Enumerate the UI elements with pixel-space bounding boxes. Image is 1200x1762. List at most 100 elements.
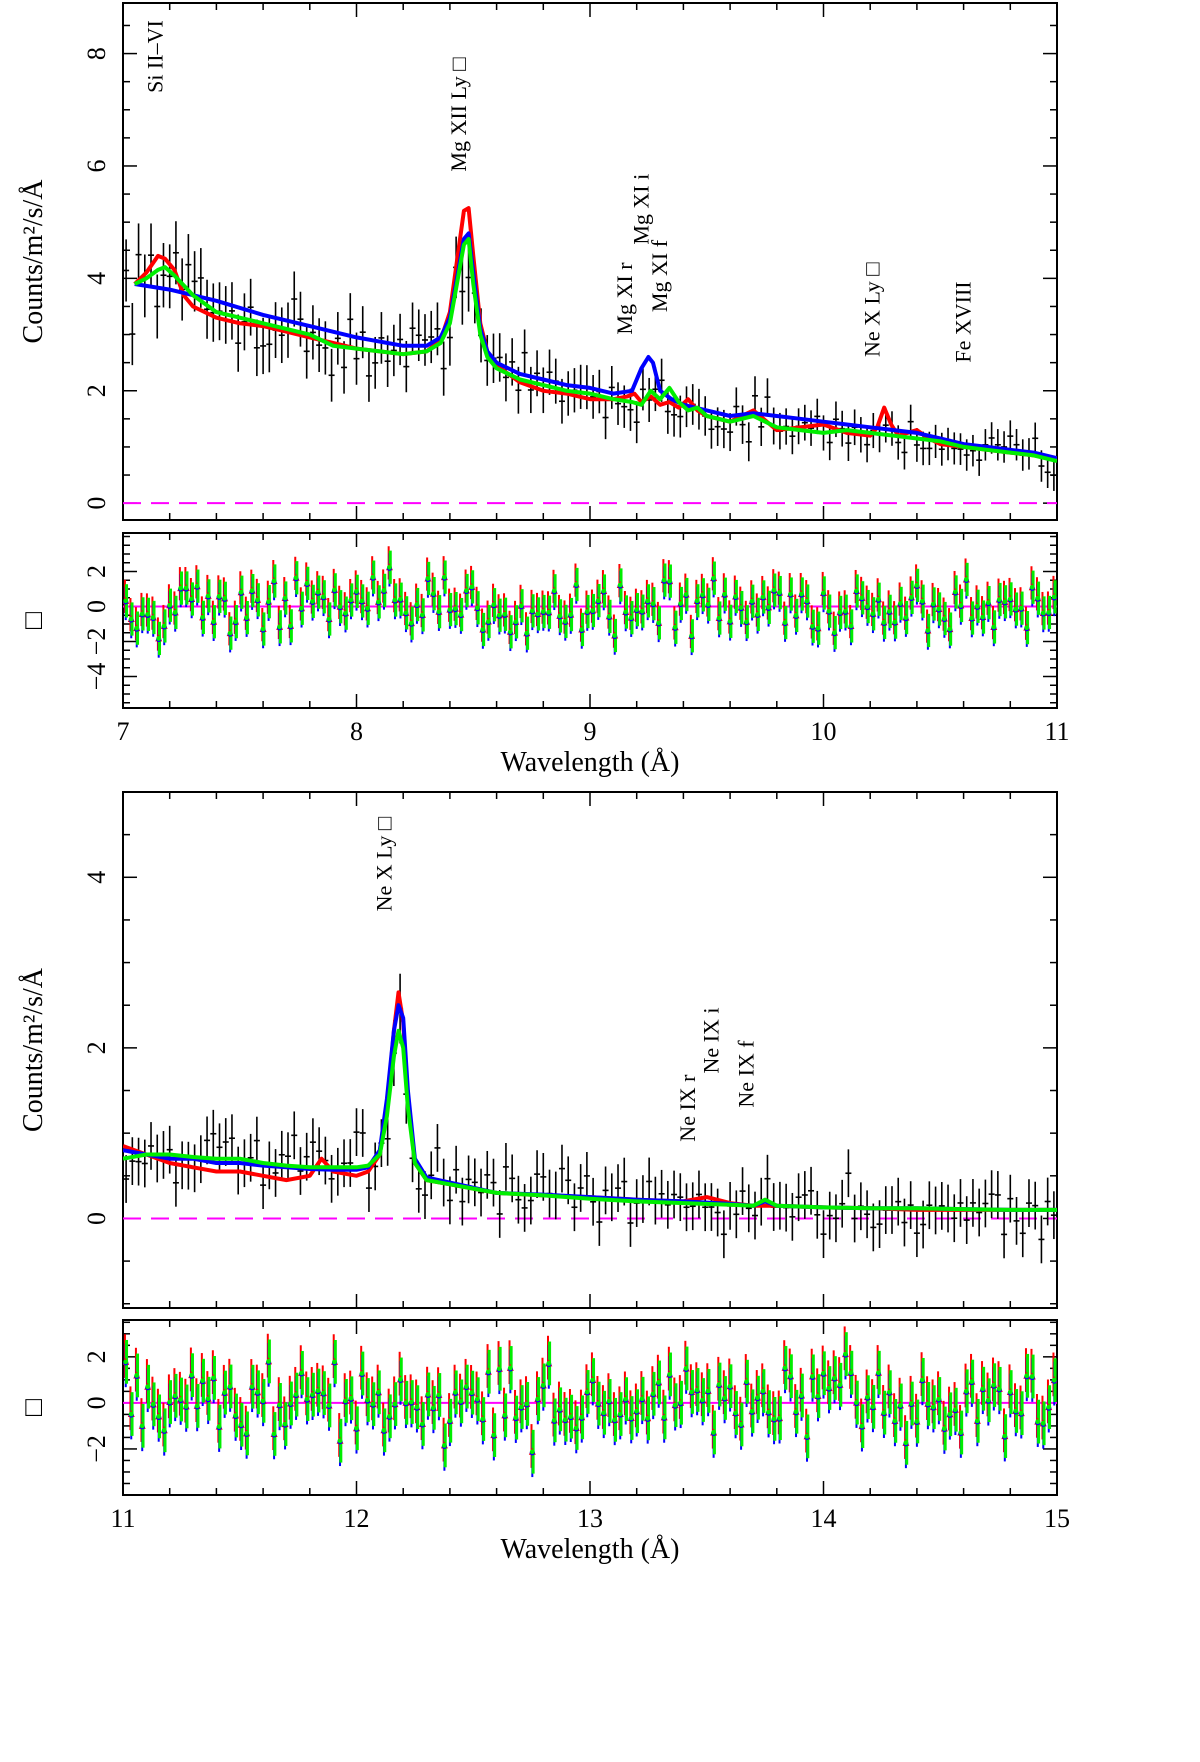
residual-marker-green [738, 1422, 744, 1427]
residual-marker-green [903, 1440, 909, 1446]
x-tick-label: 8 [350, 717, 363, 746]
residual-marker-green [843, 608, 848, 614]
residual-marker-green [321, 594, 326, 600]
residual-marker-green [156, 636, 162, 641]
residual-marker-green [771, 587, 777, 593]
residual-marker-green [744, 619, 749, 625]
y-tick-label: 0 [82, 600, 111, 613]
residual-marker-green [414, 602, 420, 607]
lower-spectrum-panel: 0 2 4 Counts/m²/s/Å Ne X Ly □ Ne IX rNe IX i N… [18, 791, 1058, 1309]
residual-marker-green [518, 603, 524, 609]
residual-marker-green [919, 1377, 925, 1383]
residual-marker-green [535, 1396, 541, 1402]
residual-marker-green [387, 564, 392, 570]
residual-marker-green [694, 598, 700, 604]
residual-marker-green [156, 1413, 162, 1419]
residual-marker-green [293, 1392, 299, 1397]
residual-marker-green [381, 588, 387, 593]
residual-marker-green [167, 1399, 173, 1405]
lower-residuals-plot-area [123, 1326, 1057, 1478]
residual-marker-green [919, 598, 925, 604]
residual-marker-green [277, 624, 282, 630]
residual-marker-green [205, 1396, 211, 1402]
residual-marker-green [755, 1395, 760, 1401]
residual-marker-green [200, 1378, 206, 1384]
residual-marker-green [194, 1403, 200, 1409]
residual-marker-green [843, 1351, 848, 1357]
residual-marker-green [431, 1405, 436, 1411]
residual-marker-green [398, 596, 403, 602]
residual-marker-green [381, 1427, 387, 1433]
residual-marker-green [733, 1410, 738, 1416]
y-tick-label: 8 [82, 47, 111, 60]
residual-marker-green [799, 591, 804, 597]
residual-marker-green [348, 597, 354, 603]
residual-marker-green [134, 1373, 140, 1378]
residual-marker-green [876, 596, 881, 602]
residual-marker-green [452, 1389, 458, 1395]
residual-marker-green [529, 1449, 535, 1455]
residual-marker-green [766, 604, 771, 610]
residual-marker-green [700, 592, 706, 598]
residual-marker-green [667, 578, 673, 584]
residual-marker-green [782, 1365, 788, 1371]
residual-marker-green [837, 1382, 843, 1388]
residual-marker-green [821, 590, 826, 596]
residual-marker-green [793, 1409, 799, 1415]
residual-marker-green [288, 1401, 293, 1406]
residual-marker-green [463, 1384, 469, 1389]
residual-marker-green [222, 595, 228, 601]
residual-marker-green [150, 615, 156, 620]
residual-marker-green [299, 1370, 304, 1376]
residual-marker-green [991, 1382, 997, 1388]
residual-marker-green [963, 1388, 969, 1394]
residual-marker-green [529, 608, 535, 614]
y-tick-label: 0 [82, 1212, 111, 1225]
residual-marker-green [409, 620, 414, 626]
y-axis-title: Counts/m²/s/Å [18, 967, 49, 1132]
residual-marker-green [788, 591, 793, 597]
residual-marker-green [716, 1382, 722, 1387]
residual-marker-green [271, 1431, 277, 1437]
upper-residuals-plot-area [123, 546, 1057, 658]
residual-marker-green [930, 1404, 936, 1410]
residual-marker-green [123, 1359, 129, 1365]
residual-marker-green [414, 1404, 420, 1410]
residual-marker-green [249, 588, 255, 594]
residual-marker-green [749, 1408, 755, 1414]
residual-marker-green [892, 619, 898, 625]
residual-marker-green [865, 1394, 870, 1400]
residual-marker-green [617, 582, 623, 588]
residual-marker-green [518, 1404, 524, 1410]
residual-marker-green [876, 1370, 881, 1376]
residual-marker-green [947, 626, 953, 632]
residual-marker-green [1013, 606, 1019, 612]
residual-marker-green [249, 1384, 255, 1390]
residual-marker-green [238, 589, 244, 595]
line-annotation: Ne IX i [698, 1007, 723, 1073]
residual-marker-green [238, 1422, 244, 1428]
y-tick-label: 2 [82, 1041, 111, 1054]
residual-marker-green [958, 1430, 964, 1435]
residual-marker-green [661, 577, 667, 583]
x-tick-label: 11 [110, 1504, 135, 1533]
residual-marker-green [370, 1401, 376, 1407]
residual-marker-green [963, 577, 969, 582]
x-tick-label: 15 [1044, 1504, 1070, 1533]
line-annotation: Ne X Ly □ [860, 262, 885, 357]
line-annotation: Mg XI f [647, 239, 672, 312]
residual-marker-green [667, 1372, 673, 1377]
residual-marker-green [881, 620, 887, 625]
residual-marker-green [178, 585, 184, 591]
residual-marker-green [321, 1390, 326, 1396]
residual-marker-green [161, 623, 167, 629]
residual-marker-green [299, 605, 304, 611]
residual-marker-green [150, 1401, 156, 1407]
residual-marker-green [183, 1404, 189, 1409]
residual-marker-green [167, 602, 173, 608]
residual-marker-green [678, 601, 684, 606]
residual-marker-green [513, 1415, 519, 1421]
residual-marker-green [612, 1417, 618, 1423]
residual-marker-green [683, 1366, 689, 1371]
y-axis-title: Counts/m²/s/Å [18, 179, 49, 344]
